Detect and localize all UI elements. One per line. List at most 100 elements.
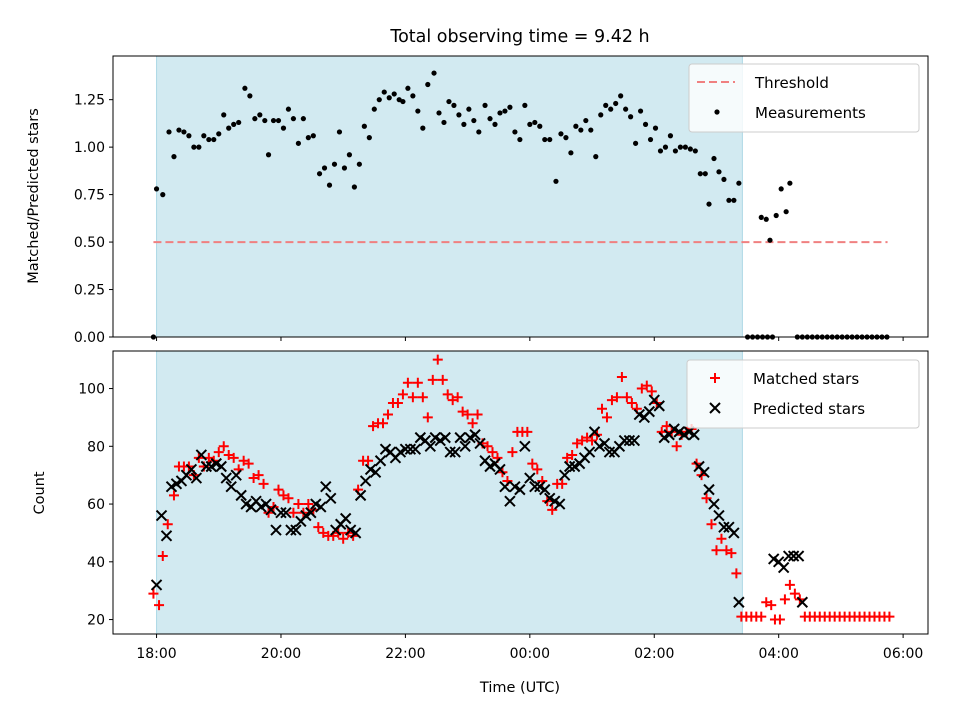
predicted-star-point (439, 431, 451, 444)
predicted-star-point (225, 481, 237, 493)
measurement-point (211, 136, 217, 143)
predicted-star-point (150, 579, 163, 591)
predicted-star-point (703, 483, 715, 496)
matched-star-point (567, 449, 578, 460)
measurement-point (361, 123, 367, 129)
predicted-star-point (305, 507, 317, 519)
matched-star-point (452, 392, 463, 403)
matched-star-point (671, 441, 682, 452)
measurement-point (366, 135, 372, 141)
x-tick-label: 06:00 (883, 646, 923, 662)
matched-star-point (522, 426, 533, 437)
measurement-point (290, 116, 297, 122)
measurement-point (381, 89, 387, 95)
measurement-point (657, 148, 664, 154)
predicted-star-point (583, 446, 596, 458)
matched-star-point (378, 418, 389, 429)
measurement-point (331, 161, 338, 167)
predicted-star-point (354, 489, 367, 502)
measurement-point (336, 129, 343, 135)
matched-star-point (616, 371, 627, 382)
measurement-point (371, 106, 377, 112)
measurement-point (420, 125, 426, 131)
ratio-legend-label: Threshold (754, 74, 829, 92)
matched-star-point (397, 389, 408, 400)
predicted-star-point (270, 524, 282, 536)
predicted-star-point (409, 443, 422, 455)
matched-star-point (641, 380, 652, 391)
measurement-point (275, 117, 282, 124)
measurement-point (391, 91, 397, 97)
measurement-point (425, 81, 431, 88)
matched-star-point (157, 551, 168, 562)
measurement-point (356, 161, 362, 167)
ratio-legend-label: Measurements (755, 104, 866, 122)
measurement-point (527, 121, 533, 127)
count-panel: 20 40 60 80 100 18:00 20:00 22:00 00:00 02:00 04:… (32, 350, 929, 662)
matched-star-point (437, 374, 448, 385)
matched-star-point (283, 493, 294, 504)
measurement-point (236, 119, 242, 126)
measurement-point (682, 144, 688, 150)
predicted-star-point (718, 521, 730, 533)
predicted-star-point (449, 446, 461, 458)
predicted-star-point (220, 472, 232, 484)
measurement-point (216, 131, 222, 137)
ratio-legend-measurement-swatch (714, 109, 720, 115)
measurement-point (517, 136, 523, 143)
measurement-point (647, 136, 654, 143)
matched-star-point (756, 611, 767, 622)
matched-star-point (711, 545, 722, 556)
x-tick-label: 00:00 (510, 646, 550, 662)
predicted-star-point (514, 483, 526, 496)
predicted-star-point (529, 481, 541, 493)
predicted-star-point (713, 509, 725, 522)
measurement-point (206, 136, 212, 143)
measurement-point (153, 186, 160, 192)
measurement-point (537, 123, 543, 129)
matched-star-point (646, 386, 657, 397)
predicted-star-point (275, 507, 287, 519)
predicted-star-point (603, 446, 616, 458)
predicted-star-point (708, 498, 720, 510)
measurement-point (181, 129, 187, 135)
measurement-point (783, 209, 789, 215)
predicted-star-point (359, 475, 372, 487)
predicted-star-point (553, 498, 566, 510)
matched-star-point (288, 507, 299, 518)
measurement-point (166, 129, 172, 135)
measurement-point (295, 140, 301, 146)
ratio-shaded-interval (156, 55, 743, 338)
measurement-point (346, 152, 353, 158)
predicted-star-point (280, 507, 292, 519)
measurement-point (456, 112, 462, 118)
predicted-star-point (339, 512, 352, 525)
matched-star-point (726, 548, 737, 559)
measurement-point (758, 214, 764, 220)
measurement-point (767, 237, 773, 243)
count-y-tick-label: 60 (87, 497, 105, 513)
measurement-point (341, 165, 348, 171)
measurement-point (476, 129, 482, 135)
matched-star-point (168, 490, 179, 501)
predicted-star-point (519, 440, 531, 453)
measurement-point (532, 119, 538, 126)
matched-star-point (213, 447, 224, 458)
measurement-point (736, 180, 742, 186)
measurement-point (497, 110, 503, 116)
predicted-star-point (369, 466, 382, 478)
matched-star-point (148, 588, 159, 599)
measurement-point (502, 108, 508, 114)
x-axis-label: Time (UTC) (479, 680, 560, 696)
measurement-point (731, 197, 737, 203)
matched-star-point (363, 455, 374, 466)
measurement-point (716, 169, 722, 175)
measurement-point (300, 116, 306, 122)
predicted-star-point (796, 596, 809, 608)
measurement-point (471, 117, 477, 124)
measurement-point (568, 150, 574, 156)
predicted-star-point (688, 429, 700, 441)
matched-star-point (716, 533, 727, 544)
count-y-axis-label: Count (32, 471, 48, 514)
